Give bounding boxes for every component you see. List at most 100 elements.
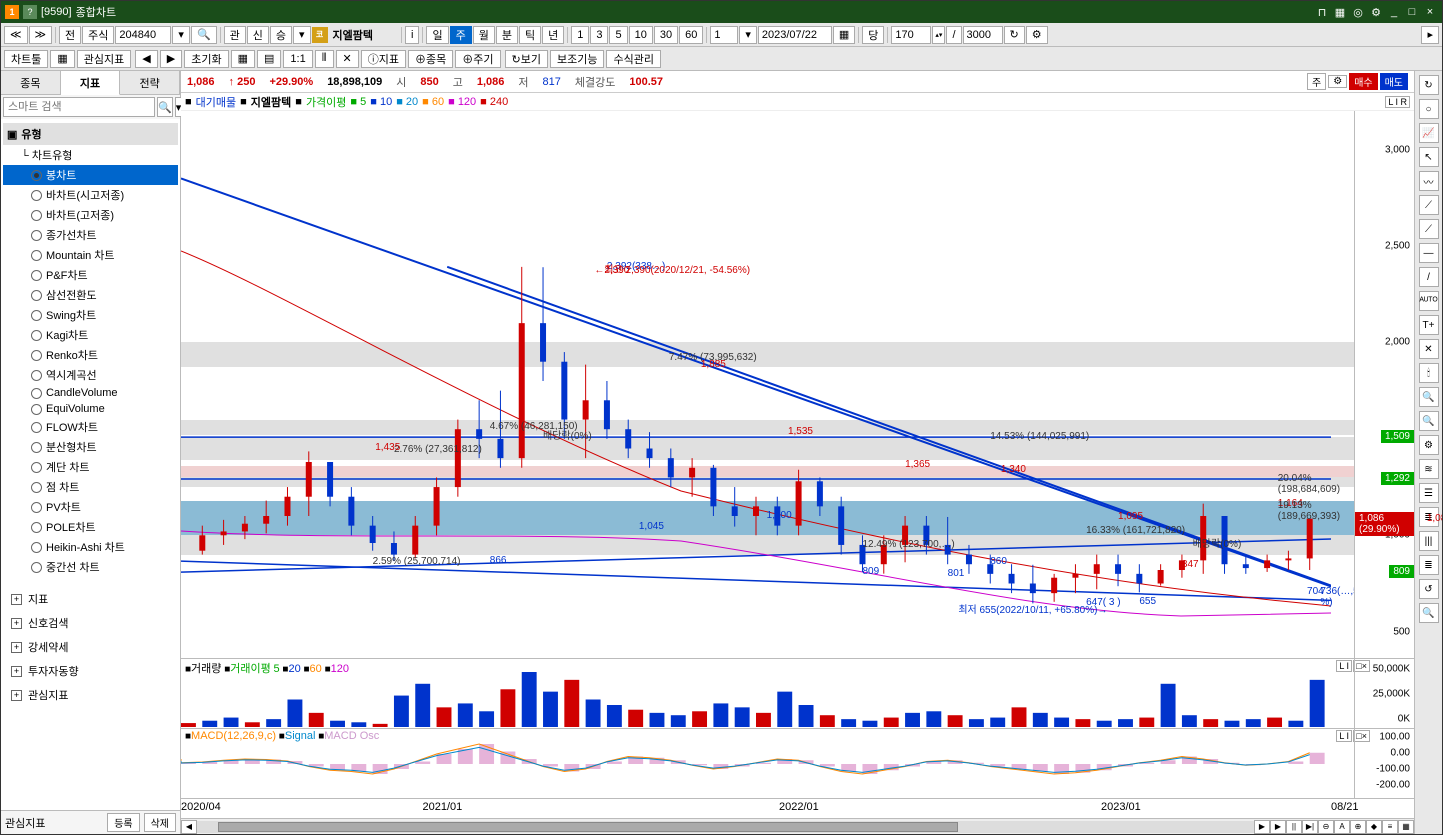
layout-icon[interactable]: ▦ xyxy=(1332,4,1348,20)
tool-btn-10[interactable]: T+ xyxy=(1419,315,1439,335)
sin-button[interactable]: 신 xyxy=(247,26,269,44)
minimize-icon[interactable]: _ xyxy=(1386,4,1402,20)
info-button[interactable]: i xyxy=(405,26,419,44)
chart-type-2[interactable]: 바차트(고저종) xyxy=(3,205,178,225)
sb-pause[interactable]: || xyxy=(1286,820,1302,834)
chart-type-10[interactable]: 역시계곡선 xyxy=(3,365,178,385)
refresh-button[interactable]: ↻ xyxy=(1004,26,1025,44)
sb-thumb[interactable] xyxy=(218,822,958,832)
search-button[interactable]: 🔍 xyxy=(191,26,217,44)
tool-btn-5[interactable]: ⟋ xyxy=(1419,195,1439,215)
lir-indicator[interactable]: L I R xyxy=(1385,96,1410,108)
tool-btn-21[interactable]: ↺ xyxy=(1419,579,1439,599)
chart-type-1[interactable]: 바차트(시고저종) xyxy=(3,185,178,205)
count-dd[interactable]: ▾ xyxy=(739,26,757,44)
pin-icon[interactable]: ⊓ xyxy=(1314,4,1330,20)
plus-item-2[interactable]: +강세약세 xyxy=(3,635,178,659)
tool-btn-1[interactable]: ○ xyxy=(1419,99,1439,119)
sb-diamond[interactable]: ◆ xyxy=(1366,820,1382,834)
tab-jongmok[interactable]: 종목 xyxy=(1,71,61,94)
v3000-input[interactable] xyxy=(963,26,1003,44)
tool-btn-17[interactable]: ☰ xyxy=(1419,483,1439,503)
chart-type-13[interactable]: FLOW차트 xyxy=(3,417,178,437)
period-nyeon[interactable]: 년 xyxy=(542,26,564,44)
bojo-button[interactable]: 보조기능 xyxy=(550,50,604,68)
chart-type-8[interactable]: Kagi차트 xyxy=(3,325,178,345)
n3-button[interactable]: 3 xyxy=(590,26,608,44)
price-chart[interactable]: 2,392(338…)←최고 2,390(2020/12/21, -54.56%… xyxy=(181,111,1354,658)
tool-btn-20[interactable]: ≣ xyxy=(1419,555,1439,575)
gwan-button[interactable]: 관 xyxy=(224,26,246,44)
h-scrollbar[interactable]: ◀ ▶ ▶ || ▶| ⊖ A ⊕ ◆ ≡ ▦ xyxy=(181,818,1414,834)
tool-btn-19[interactable]: ||| xyxy=(1419,531,1439,551)
chart-type-19[interactable]: Heikin-Ashi 차트 xyxy=(3,537,178,557)
tool-btn-14[interactable]: 🔍 xyxy=(1419,411,1439,431)
tab-jeonlyak[interactable]: 전략 xyxy=(120,71,180,94)
period-il[interactable]: 일 xyxy=(426,26,448,44)
tool-btn-15[interactable]: ⚙ xyxy=(1419,435,1439,455)
tool-btn-22[interactable]: 🔍 xyxy=(1419,603,1439,623)
delete-button[interactable]: 삭제 xyxy=(144,813,176,832)
chart-type-6[interactable]: 삼선전환도 xyxy=(3,285,178,305)
sell-button[interactable]: 매도 xyxy=(1380,73,1408,90)
jeon-button[interactable]: 전 xyxy=(59,26,81,44)
chart-tool-button[interactable]: 차트툴 xyxy=(4,50,48,68)
jongmok-button[interactable]: ⊕종목 xyxy=(408,50,453,68)
chart-type-11[interactable]: CandleVolume xyxy=(3,385,178,401)
spinner-up1[interactable]: ▴▾ xyxy=(932,26,945,44)
tool-btn-0[interactable]: ↻ xyxy=(1419,75,1439,95)
dang-button[interactable]: 당 xyxy=(862,26,884,44)
n60-button[interactable]: 60 xyxy=(679,26,703,44)
chart-type-14[interactable]: 분산형차트 xyxy=(3,437,178,457)
sb-bars[interactable]: ≡ xyxy=(1382,820,1398,834)
sb-right[interactable]: ▶ xyxy=(1254,820,1270,834)
date-input[interactable] xyxy=(758,26,832,44)
tool-btn-6[interactable]: ⟋ xyxy=(1419,219,1439,239)
nav-last-button[interactable]: ≫ xyxy=(29,26,53,44)
chart-type-17[interactable]: PV차트 xyxy=(3,497,178,517)
pill-ju[interactable]: 주 xyxy=(1307,73,1326,90)
tool-btn-7[interactable]: — xyxy=(1419,243,1439,263)
gear-button[interactable]: ⚙ xyxy=(1026,26,1048,44)
help-icon[interactable]: ? xyxy=(23,5,37,19)
jugi-button[interactable]: ⊕주기 xyxy=(455,50,500,68)
pill-gear[interactable]: ⚙ xyxy=(1328,75,1347,88)
stock-code-input[interactable] xyxy=(115,26,171,44)
search-go-button[interactable]: 🔍 xyxy=(157,97,173,117)
chart-type-5[interactable]: P&F차트 xyxy=(3,265,178,285)
period-wol[interactable]: 월 xyxy=(473,26,495,44)
nav-first-button[interactable]: ≪ xyxy=(4,26,28,44)
sb-minus[interactable]: ⊖ xyxy=(1318,820,1334,834)
plus-item-1[interactable]: +신호검색 xyxy=(3,611,178,635)
g2-icon[interactable]: ▤ xyxy=(257,50,281,68)
overflow-button[interactable]: ▸ xyxy=(1421,26,1439,44)
plus-item-4[interactable]: +관심지표 xyxy=(3,683,178,707)
tool-btn-9[interactable]: ᴬᵁᵀᴼ xyxy=(1419,291,1439,311)
g3-icon[interactable]: 1:1 xyxy=(283,50,312,68)
sb-plus[interactable]: ⊕ xyxy=(1350,820,1366,834)
gwansim-button[interactable]: 관심지표 xyxy=(77,50,131,68)
tool-btn-13[interactable]: 🔍 xyxy=(1419,387,1439,407)
sb-play[interactable]: ▶ xyxy=(1270,820,1286,834)
tool-btn-2[interactable]: 📈 xyxy=(1419,123,1439,143)
chart-type-20[interactable]: 중간선 차트 xyxy=(3,557,178,577)
tool-btn-16[interactable]: ≋ xyxy=(1419,459,1439,479)
tri-left[interactable]: ◀ xyxy=(135,50,157,68)
chart-type-9[interactable]: Renko차트 xyxy=(3,345,178,365)
tool-btn-18[interactable]: ≣ xyxy=(1419,507,1439,527)
tool-btn-12[interactable]: 🕯 xyxy=(1419,363,1439,383)
tool-btn-3[interactable]: ↖ xyxy=(1419,147,1439,167)
sb-a[interactable]: A xyxy=(1334,820,1350,834)
volume-panel[interactable]: ■거래량 ■거래이평 5 ■20 ■60 ■120 L I □× 50,000K… xyxy=(181,658,1414,728)
reset-button[interactable]: 초기화 xyxy=(184,50,228,68)
jipo-button[interactable]: ⓘ지표 xyxy=(361,50,406,68)
chart-type-12[interactable]: EquiVolume xyxy=(3,401,178,417)
search-input[interactable] xyxy=(3,97,155,117)
period-ju[interactable]: 주 xyxy=(450,26,472,44)
tree-sub[interactable]: └ 차트유형 xyxy=(3,145,178,165)
sb-left[interactable]: ◀ xyxy=(181,820,197,834)
gear-icon[interactable]: ⚙ xyxy=(1368,4,1384,20)
close-icon[interactable]: × xyxy=(1422,4,1438,20)
tri-right[interactable]: ▶ xyxy=(160,50,182,68)
chart-type-15[interactable]: 계단 차트 xyxy=(3,457,178,477)
